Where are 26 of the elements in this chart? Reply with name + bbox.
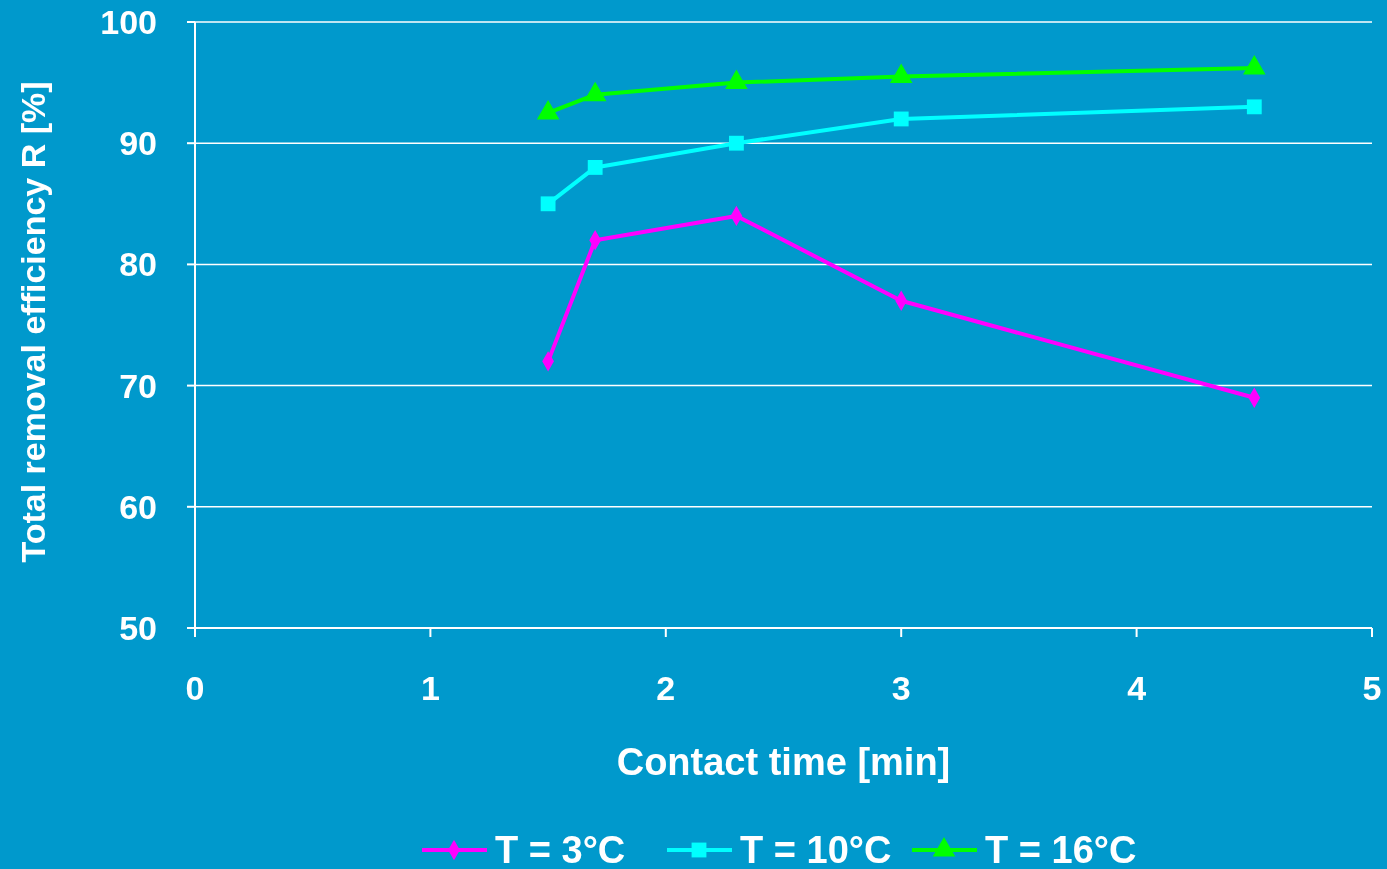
x-tick-label: 5: [1362, 669, 1382, 707]
x-axis-title: Contact time [min]: [616, 741, 951, 783]
x-tick-label: 0: [185, 669, 205, 707]
x-tick-label: 1: [420, 669, 440, 707]
point: [725, 69, 748, 90]
y-tick-label: 80: [119, 245, 157, 284]
y-tick-label: 50: [119, 608, 157, 647]
point: [1243, 55, 1266, 75]
y-axis-title: Total removal efficiency R [%]: [14, 81, 52, 563]
x-tick-label: 3: [891, 669, 911, 707]
y-tick-label: 100: [100, 2, 157, 41]
y-tick-label: 90: [119, 124, 157, 163]
legend-label: T = 16°C: [985, 829, 1137, 869]
x-tick-label: 2: [656, 669, 676, 707]
y-tick-label: 60: [119, 487, 157, 526]
point: [729, 135, 744, 151]
point: [540, 196, 556, 212]
legend-label: T = 10°C: [740, 829, 892, 869]
x-tick-label: 4: [1127, 669, 1147, 707]
point: [583, 81, 607, 102]
point: [889, 63, 913, 84]
y-tick-label: 70: [119, 366, 157, 405]
point: [587, 160, 603, 175]
legend-label: T = 3°C: [495, 829, 626, 869]
point: [893, 111, 909, 127]
point: [536, 99, 560, 120]
